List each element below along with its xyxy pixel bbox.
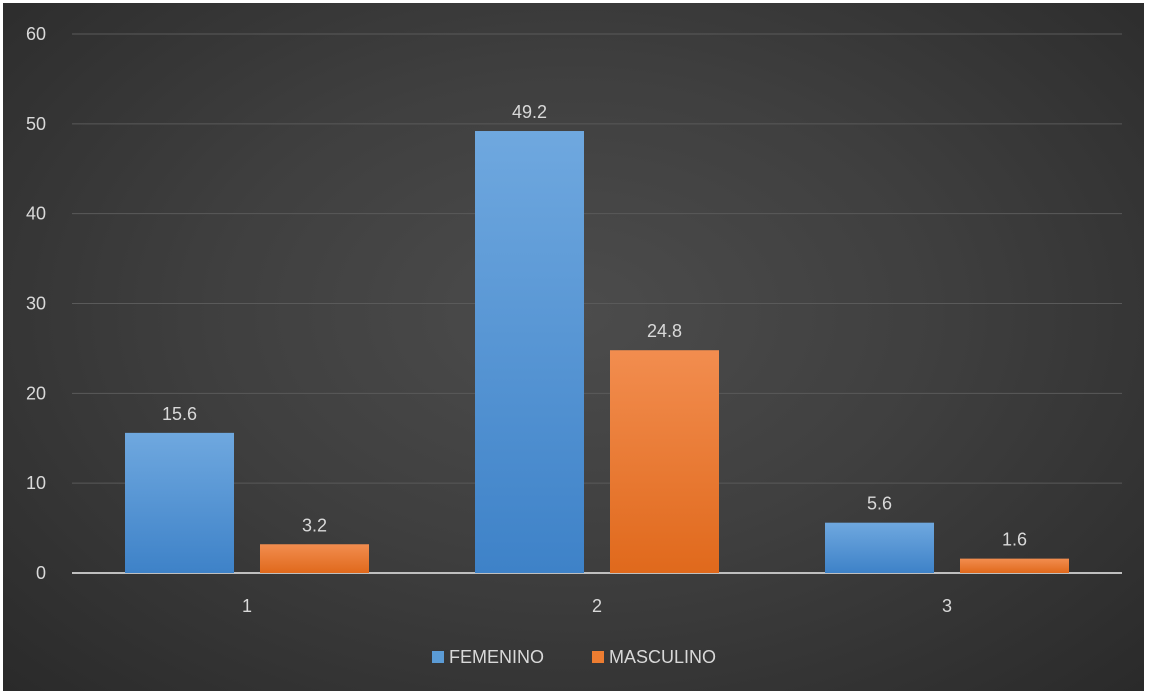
bar-femenino-2	[475, 131, 584, 573]
bars: 15.6 3.2 49.2 24.8 5.6 1.6	[125, 102, 1069, 573]
data-label: 3.2	[302, 515, 327, 535]
y-tick-label: 10	[26, 473, 46, 493]
y-tick-label: 30	[26, 294, 46, 314]
legend-label-femenino: FEMENINO	[449, 647, 544, 667]
bar-masculino-1	[260, 544, 369, 573]
legend-label-masculino: MASCULINO	[609, 647, 716, 667]
x-tick-label: 3	[942, 596, 952, 616]
gridlines	[72, 33, 1122, 574]
y-tick-label: 50	[26, 114, 46, 134]
data-label: 24.8	[647, 321, 682, 341]
y-tick-label: 40	[26, 204, 46, 224]
data-label: 49.2	[512, 102, 547, 122]
bar-femenino-1	[125, 432, 234, 573]
bar-femenino-3	[825, 522, 934, 573]
y-axis: 0 10 20 30 40 50 60	[26, 24, 46, 583]
y-tick-label: 60	[26, 24, 46, 44]
data-label: 15.6	[162, 404, 197, 424]
y-tick-label: 0	[36, 563, 46, 583]
x-axis: 1 2 3	[242, 596, 952, 616]
data-label: 5.6	[867, 494, 892, 514]
data-label: 1.6	[1002, 530, 1027, 550]
x-tick-label: 1	[242, 596, 252, 616]
legend-swatch-femenino	[432, 651, 444, 663]
legend: FEMENINO MASCULINO	[432, 647, 716, 667]
bar-masculino-3	[960, 558, 1069, 573]
y-tick-label: 20	[26, 383, 46, 403]
legend-swatch-masculino	[592, 651, 604, 663]
x-tick-label: 2	[592, 596, 602, 616]
bar-masculino-2	[610, 350, 719, 573]
